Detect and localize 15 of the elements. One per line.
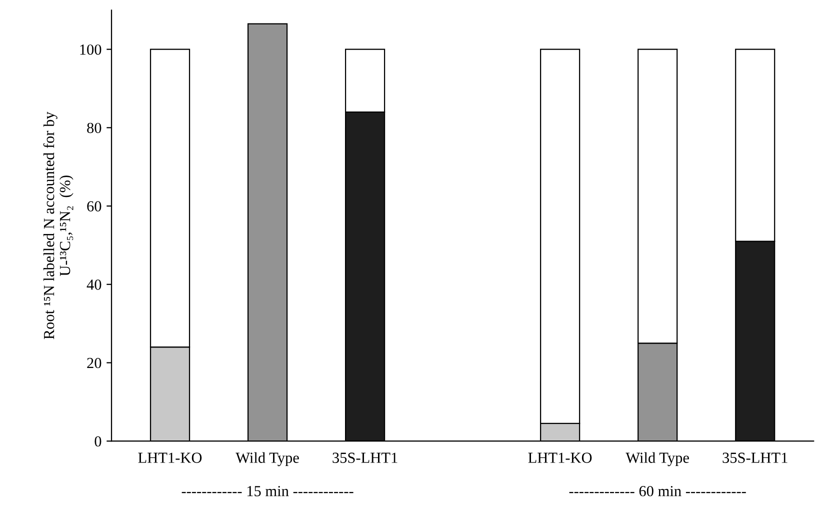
text: ------------ 15 min ------------: [182, 486, 354, 496]
y-tick-label: 20: [87, 358, 102, 368]
y-axis-title: Root ¹⁵N labelled N accounted for by U-¹³C₅,¹⁵N₂ (%): [43, 112, 74, 340]
x-tick-label: LHT1-KO: [528, 452, 592, 463]
y-tick-label: 60: [87, 201, 102, 212]
y-tick-label: 80: [87, 122, 102, 134]
text: ------------- 60 min ------------: [569, 486, 746, 496]
x-tick-label: Wild Type: [626, 452, 689, 466]
y-tick-label: 0: [94, 436, 102, 447]
y-tick-label: 100: [80, 44, 102, 55]
y-tick-label: 40: [86, 280, 102, 290]
x-tick-label: Wild Type: [236, 452, 299, 466]
x-tick-label: 35S-LHT1: [722, 452, 788, 463]
x-tick-label: 35S-LHT1: [332, 452, 398, 463]
x-tick-label: LHT1-KO: [138, 452, 202, 463]
